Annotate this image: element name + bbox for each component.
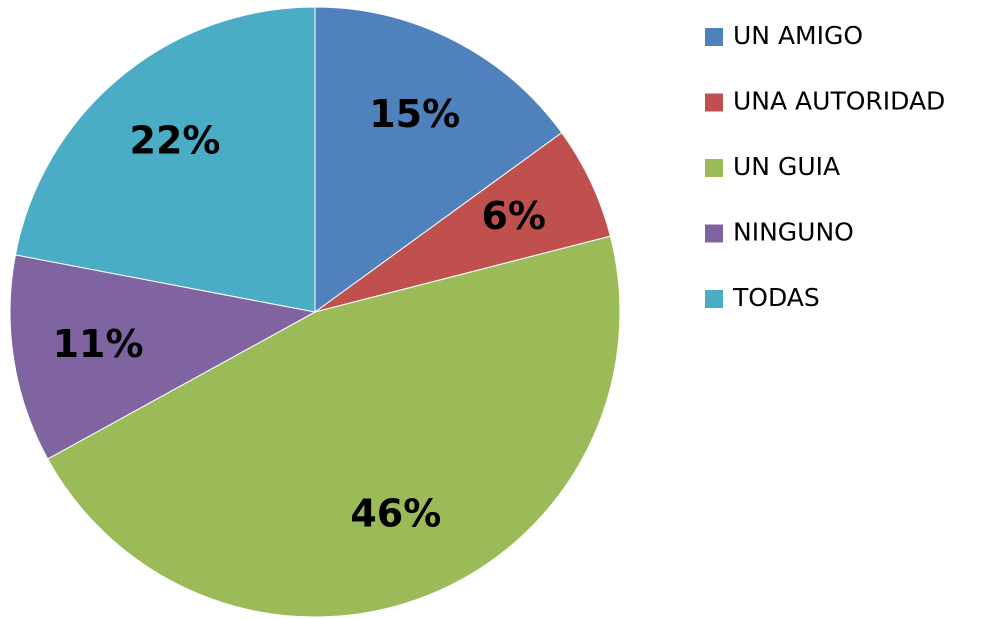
data-label: 22% (130, 118, 221, 162)
legend-swatch (705, 159, 723, 177)
legend-label: TODAS (732, 283, 820, 312)
legend-label: UN GUIA (733, 152, 840, 181)
legend-swatch (705, 290, 723, 308)
legend-label: UN AMIGO (733, 21, 863, 50)
pie-slice (314, 6, 563, 313)
pie-slice (14, 6, 316, 313)
legend-swatch (705, 224, 723, 243)
legend-swatch (705, 28, 723, 46)
pie-slice (9, 254, 317, 460)
legend-label: NINGUNO (733, 218, 854, 247)
pie-slice (47, 235, 621, 618)
data-label: 11% (53, 322, 144, 366)
legend-label: UNA AUTORIDAD (733, 87, 945, 116)
legend-swatch (705, 93, 723, 112)
data-label: 15% (369, 92, 460, 136)
data-label: 6% (481, 194, 546, 238)
data-label: 46% (350, 492, 441, 536)
